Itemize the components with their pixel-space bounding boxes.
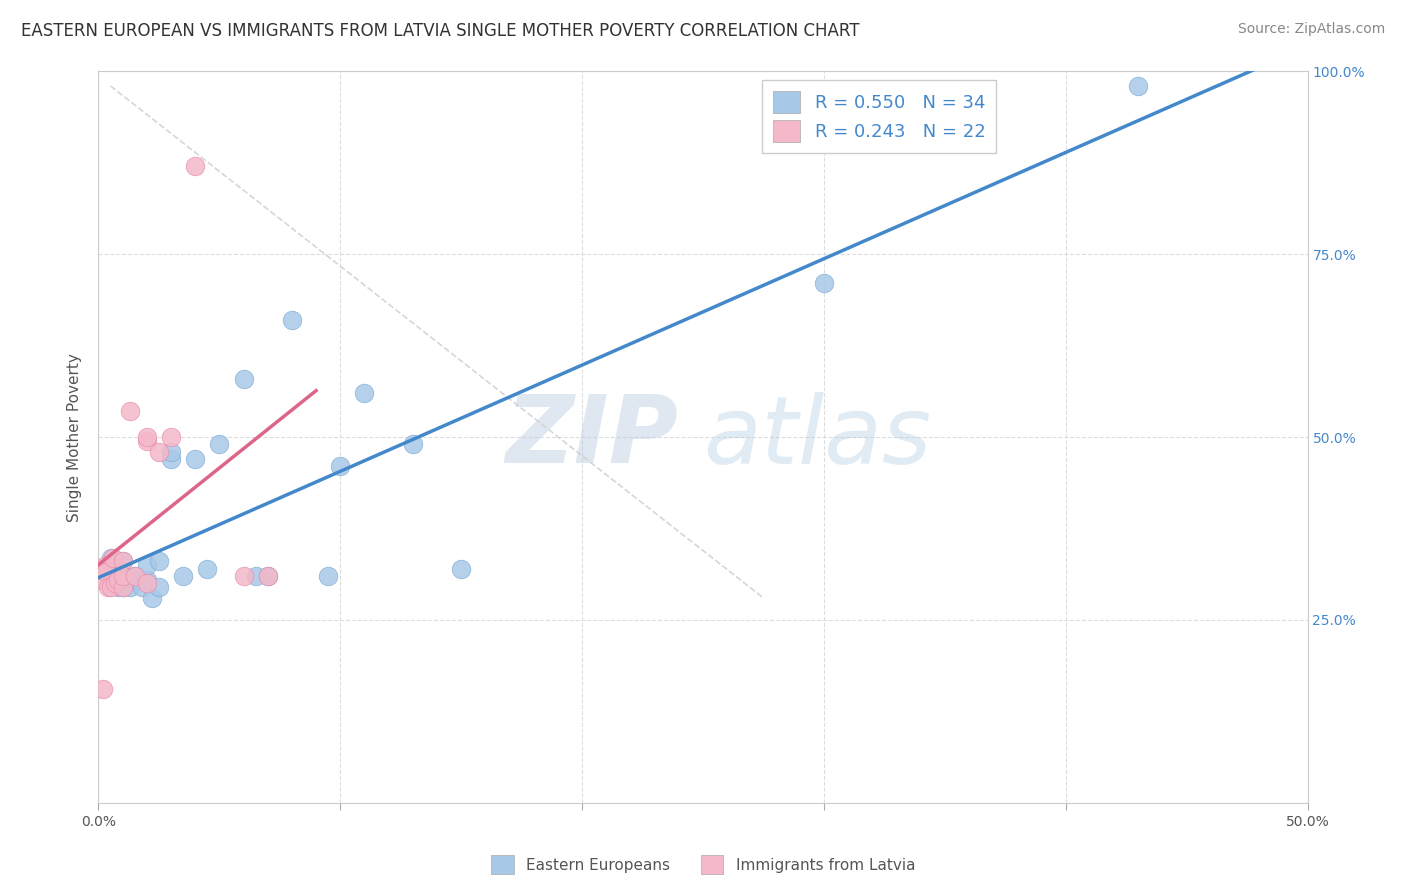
Point: [402, 437, 425, 451]
Point: [232, 569, 254, 583]
Point: [148, 444, 170, 458]
Point: [124, 573, 146, 587]
Text: EASTERN EUROPEAN VS IMMIGRANTS FROM LATVIA SINGLE MOTHER POVERTY CORRELATION CHA: EASTERN EUROPEAN VS IMMIGRANTS FROM LATV…: [21, 22, 859, 40]
Point: [813, 277, 835, 291]
Point: [160, 444, 183, 458]
Point: [172, 569, 194, 583]
Point: [148, 554, 170, 568]
Point: [316, 569, 339, 583]
Point: [135, 573, 157, 587]
Point: [111, 554, 134, 568]
Point: [148, 580, 170, 594]
Point: [124, 569, 146, 583]
Point: [108, 569, 131, 583]
Point: [135, 434, 157, 448]
Point: [450, 562, 472, 576]
Point: [1128, 78, 1150, 93]
Point: [256, 569, 278, 583]
Point: [100, 550, 122, 565]
Point: [245, 569, 267, 583]
Point: [118, 580, 141, 594]
Point: [184, 160, 207, 174]
Point: [135, 558, 157, 573]
Point: [91, 682, 114, 697]
Point: [329, 459, 352, 474]
Point: [160, 452, 183, 467]
Point: [160, 430, 183, 444]
Point: [232, 371, 254, 385]
Point: [135, 576, 157, 591]
Point: [135, 430, 157, 444]
Point: [117, 573, 139, 587]
Legend: R = 0.550   N = 34, R = 0.243   N = 22: R = 0.550 N = 34, R = 0.243 N = 22: [762, 80, 997, 153]
Point: [281, 313, 304, 327]
Point: [131, 580, 153, 594]
Y-axis label: Single Mother Poverty: Single Mother Poverty: [67, 352, 83, 522]
Text: ZIP: ZIP: [506, 391, 679, 483]
Point: [107, 573, 129, 587]
Point: [111, 569, 134, 583]
Text: atlas: atlas: [703, 392, 931, 483]
Point: [124, 569, 146, 583]
Point: [100, 580, 122, 594]
Point: [111, 569, 134, 583]
Point: [184, 452, 207, 467]
Point: [91, 573, 114, 587]
Point: [111, 580, 134, 594]
Point: [97, 580, 120, 594]
Point: [141, 591, 163, 605]
Point: [104, 566, 127, 580]
Point: [101, 550, 124, 565]
Point: [94, 558, 117, 573]
Point: [195, 562, 218, 576]
Point: [111, 554, 134, 568]
Point: [107, 580, 129, 594]
Point: [208, 437, 231, 451]
Point: [94, 566, 117, 580]
Point: [111, 580, 134, 594]
Text: Source: ZipAtlas.com: Source: ZipAtlas.com: [1237, 22, 1385, 37]
Legend: Eastern Europeans, Immigrants from Latvia: Eastern Europeans, Immigrants from Latvi…: [485, 849, 921, 880]
Point: [118, 404, 141, 418]
Point: [353, 386, 375, 401]
Point: [104, 576, 127, 591]
Point: [256, 569, 278, 583]
